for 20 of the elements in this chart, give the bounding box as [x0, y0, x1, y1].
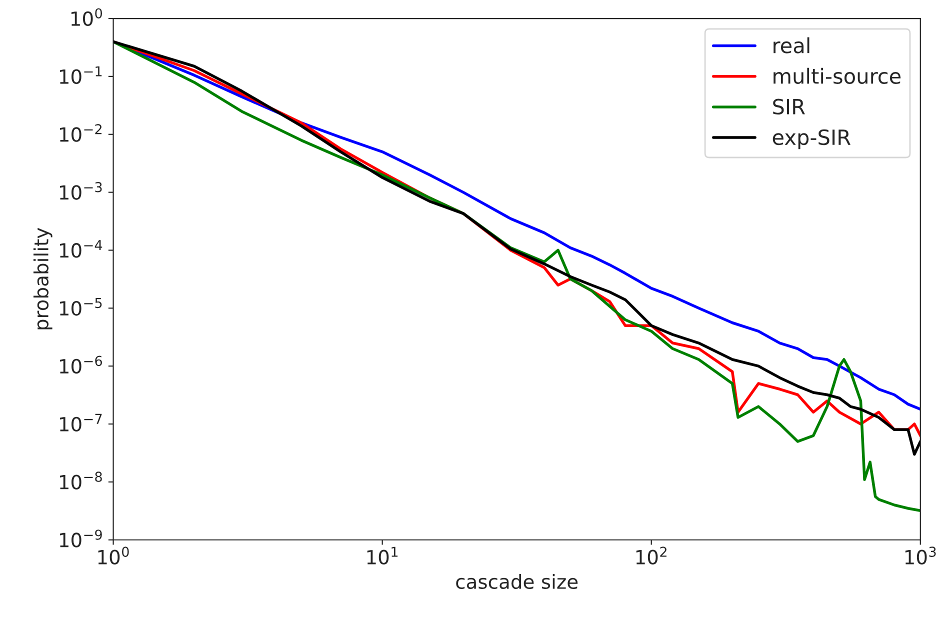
legend-label: exp-SIR	[772, 129, 850, 150]
y-tick-label: 10$^{−4}$	[60, 240, 102, 258]
y-axis-title: probability	[33, 228, 52, 330]
x-tick-label: 10$^{1}$	[367, 546, 398, 565]
legend-label: SIR	[773, 98, 805, 115]
y-tick-label: 10$^{−2}$	[60, 124, 102, 142]
x-tick-label: 10$^{2}$	[636, 546, 666, 564]
x-tick-label: 10$^{0}$	[98, 546, 129, 564]
y-tick-label: 10$^{−7}$	[60, 414, 102, 432]
y-tick-label: 10$^{0}$	[71, 8, 102, 26]
x-axis-title: cascade size	[456, 574, 578, 590]
y-tick-label: 10$^{−8}$	[60, 472, 102, 490]
y-tick-label: 10$^{−1}$	[60, 66, 102, 84]
y-tick-label: 10$^{−6}$	[60, 356, 102, 374]
legend-label: real	[774, 37, 810, 54]
y-tick-label: 10$^{−5}$	[60, 298, 102, 316]
x-tick-label: 10$^{3}$	[905, 546, 936, 564]
legend-label: multi-source	[774, 68, 901, 84]
y-tick-label: 10$^{−3}$	[60, 182, 102, 200]
y-tick-label: 10$^{−9}$	[60, 530, 102, 548]
